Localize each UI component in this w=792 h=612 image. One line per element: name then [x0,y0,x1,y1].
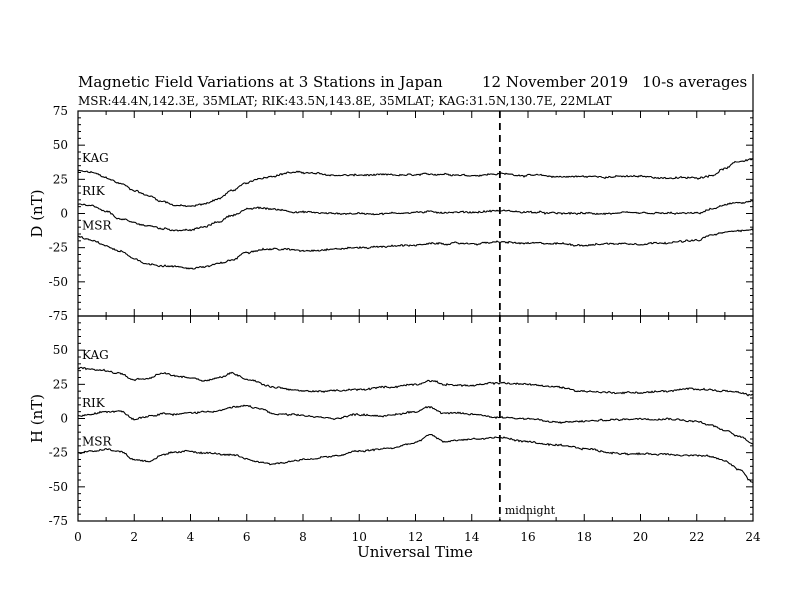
series-line-rik [77,404,754,445]
y-axis-label-1: D (nT) [28,189,46,237]
chart-averaging: 10-s averages [642,73,747,91]
y-tick-label: -25 [49,241,68,255]
x-tick-label: 24 [745,530,761,544]
x-tick-label: 20 [633,530,648,544]
series-label-msr: MSR [82,435,113,449]
x-tick-label: 4 [187,530,195,544]
series-label-rik: RIK [82,184,106,198]
x-tick-label: 14 [464,530,480,544]
series-label-rik: RIK [82,396,106,410]
panel-frame-2 [77,315,754,522]
y-tick-label: -75 [49,514,68,528]
y-tick-label: -25 [49,446,68,460]
series-line-kag [77,157,754,208]
x-tick-label: 8 [299,530,307,544]
y-tick-label: 75 [53,104,68,118]
y-tick-label: 25 [53,377,68,391]
x-tick-label: 0 [74,530,82,544]
y-tick-label: -50 [49,480,68,494]
series-label-msr: MSR [82,219,113,233]
y-tick-label: 0 [60,412,68,426]
y-tick-label: 0 [60,207,68,221]
chart-date: 12 November 2019 [482,73,628,91]
x-tick-label: 16 [520,530,535,544]
x-tick-label: 18 [577,530,592,544]
series-line-msr [77,228,754,270]
y-tick-label: -50 [49,275,68,289]
y-tick-label: 25 [53,172,68,186]
x-axis-label: Universal Time [357,543,473,561]
chart-title: Magnetic Field Variations at 3 Stations … [78,73,443,91]
x-tick-label: 6 [243,530,251,544]
x-tick-label: 22 [689,530,704,544]
y-tick-label: -75 [49,309,68,323]
y-axis-label-2: H (nT) [28,394,46,443]
midnight-label: midnight [505,504,556,517]
station-info: MSR:44.4N,142.3E, 35MLAT; RIK:43.5N,143.… [78,94,612,108]
x-tick-label: 10 [352,530,367,544]
series-line-msr [77,433,754,484]
panels: 75 50 25 0 -25 -50 -75 D (nT) KAG RIK MSR 50 25 0 -25 -… [28,74,761,544]
series-label-kag: KAG [82,348,109,362]
y-tick-label: 50 [53,343,68,357]
x-tick-label: 2 [130,530,138,544]
y-tick-label: 50 [53,138,68,152]
series-line-kag [77,366,754,397]
series-label-kag: KAG [82,151,109,165]
series-line-rik [77,199,754,232]
x-tick-label: 12 [408,530,423,544]
